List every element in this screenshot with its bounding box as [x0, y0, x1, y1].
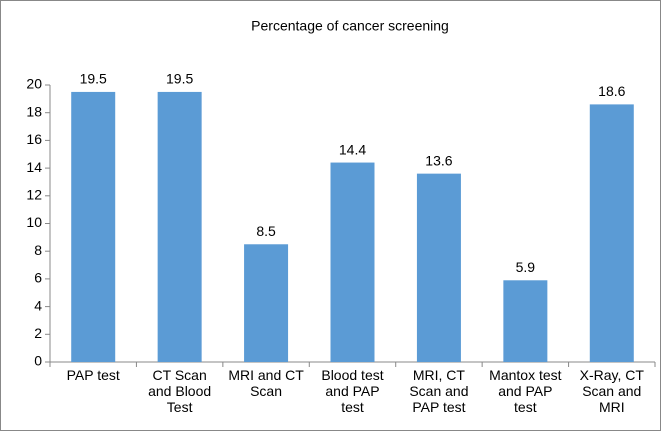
x-tick-label-box: MRI, CT Scan and PAP test: [409, 367, 469, 415]
x-tick-label: X-Ray, CT Scan and MRI: [579, 367, 644, 415]
y-tick-label: 12: [26, 187, 42, 203]
data-label: 19.5: [80, 71, 107, 87]
y-tick-label: 6: [34, 270, 42, 286]
x-tick-label-box: Mantox test and PAP test: [489, 367, 562, 415]
x-tick-label-box: Blood test and PAP test: [321, 367, 384, 415]
bar: [416, 173, 461, 362]
y-tick-label: 4: [34, 297, 42, 313]
x-tick-label-box: MRI and CT Scan: [228, 367, 304, 399]
x-tick-label: Mantox test and PAP test: [489, 367, 562, 415]
data-label: 19.5: [166, 71, 193, 87]
x-tick-label: CT Scan and Blood Test: [148, 367, 212, 415]
x-tick-label-box: CT Scan and Blood Test: [148, 367, 212, 415]
bar: [244, 244, 289, 362]
data-label: 8.5: [256, 223, 276, 239]
y-tick-label: 16: [26, 131, 42, 147]
bar: [330, 162, 375, 362]
chart-title: Percentage of cancer screening: [251, 18, 449, 34]
bar: [71, 91, 116, 363]
y-tick-label: 14: [26, 159, 42, 175]
x-tick-label: Blood test and PAP test: [321, 367, 384, 415]
y-tick-label: 8: [34, 242, 42, 258]
bar: [157, 91, 202, 363]
y-tick-label: 10: [26, 214, 42, 230]
y-tick-label: 20: [26, 76, 42, 92]
x-tick-label: PAP test: [66, 367, 120, 383]
y-tick-label: 18: [26, 103, 42, 119]
x-tick-label-box: PAP test: [66, 367, 120, 383]
bar: [589, 104, 634, 362]
x-tick-label: MRI, CT Scan and PAP test: [409, 367, 469, 415]
data-label: 13.6: [425, 152, 452, 168]
y-tick-label: 2: [34, 325, 42, 341]
bar: [503, 280, 548, 362]
y-tick-label: 0: [34, 353, 42, 369]
data-label: 14.4: [339, 141, 366, 157]
x-tick-label-box: X-Ray, CT Scan and MRI: [579, 367, 644, 415]
x-tick-label: MRI and CT Scan: [228, 367, 304, 399]
data-label: 18.6: [598, 83, 625, 99]
data-label: 5.9: [516, 259, 536, 275]
